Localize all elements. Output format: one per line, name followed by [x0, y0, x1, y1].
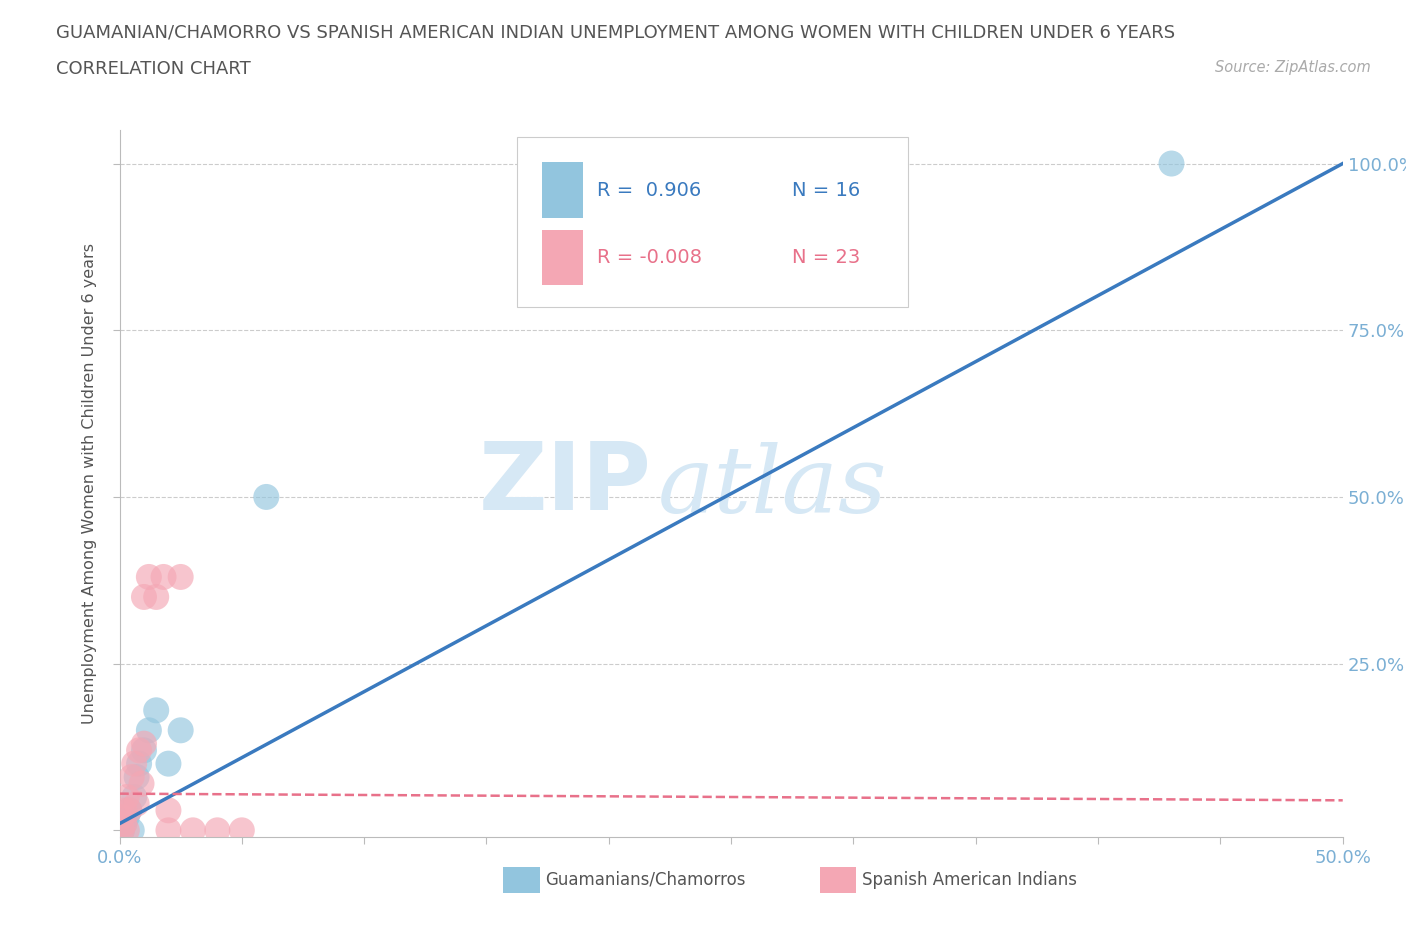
Point	[231, 823, 253, 838]
Point	[128, 743, 150, 758]
Point	[1160, 156, 1182, 171]
Y-axis label: Unemployment Among Women with Children Under 6 years: Unemployment Among Women with Children U…	[82, 243, 97, 724]
Point	[132, 743, 155, 758]
Point	[125, 796, 148, 811]
Text: Source: ZipAtlas.com: Source: ZipAtlas.com	[1215, 60, 1371, 75]
Text: ZIP: ZIP	[478, 438, 651, 529]
Point	[169, 569, 191, 584]
Point	[115, 823, 138, 838]
Point	[112, 817, 135, 831]
Point	[131, 777, 153, 791]
Text: N = 16: N = 16	[793, 180, 860, 200]
Point	[132, 590, 155, 604]
Point	[121, 769, 143, 784]
Point	[145, 703, 167, 718]
Point	[111, 809, 134, 824]
Point	[122, 790, 145, 804]
Text: atlas: atlas	[658, 442, 887, 532]
FancyBboxPatch shape	[541, 230, 583, 286]
Point	[118, 803, 141, 817]
Text: N = 23: N = 23	[793, 248, 860, 267]
Point	[128, 756, 150, 771]
Point	[254, 489, 277, 504]
Point	[138, 723, 160, 737]
Text: GUAMANIAN/CHAMORRO VS SPANISH AMERICAN INDIAN UNEMPLOYMENT AMONG WOMEN WITH CHIL: GUAMANIAN/CHAMORRO VS SPANISH AMERICAN I…	[56, 23, 1175, 41]
Text: R = -0.008: R = -0.008	[596, 248, 702, 267]
Text: R =  0.906: R = 0.906	[596, 180, 700, 200]
Point	[152, 569, 174, 584]
Point	[112, 817, 135, 831]
Point	[157, 756, 180, 771]
FancyBboxPatch shape	[541, 163, 583, 219]
Point	[111, 823, 134, 838]
Point	[115, 790, 138, 804]
Point	[121, 823, 143, 838]
Point	[112, 803, 135, 817]
Point	[157, 823, 180, 838]
Point	[169, 723, 191, 737]
Text: CORRELATION CHART: CORRELATION CHART	[56, 60, 252, 78]
Point	[115, 809, 138, 824]
Point	[118, 803, 141, 817]
Point	[145, 590, 167, 604]
FancyBboxPatch shape	[517, 138, 908, 307]
Text: Spanish American Indians: Spanish American Indians	[862, 870, 1077, 889]
Point	[157, 803, 180, 817]
Point	[207, 823, 229, 838]
Point	[122, 756, 145, 771]
Point	[111, 823, 134, 838]
Point	[132, 737, 155, 751]
Text: Guamanians/Chamorros: Guamanians/Chamorros	[546, 870, 747, 889]
Point	[138, 569, 160, 584]
Point	[181, 823, 204, 838]
Point	[125, 769, 148, 784]
